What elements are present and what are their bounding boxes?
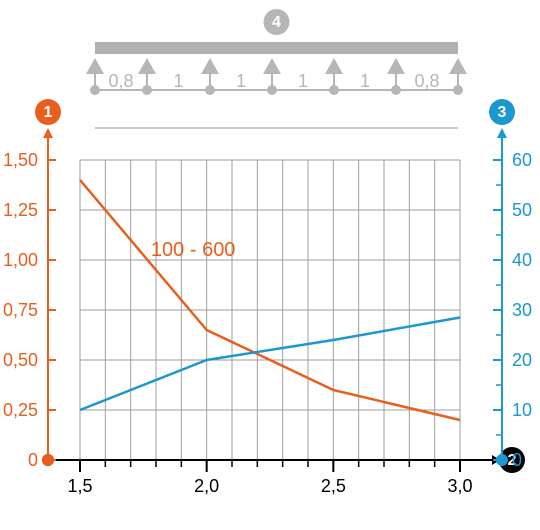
left-tick-label: 1,25: [3, 200, 38, 220]
left-tick-label: 1,00: [3, 250, 38, 270]
right-tick-label: 20: [512, 350, 532, 370]
series-label: 100 - 600: [151, 239, 236, 261]
support-triangle-icon: [263, 58, 281, 74]
x-tick-label: 2,0: [194, 476, 219, 496]
right-tick-label: 40: [512, 250, 532, 270]
span-label: 1: [360, 71, 370, 91]
left-axis-arrow: [43, 128, 53, 138]
support-triangle-icon: [138, 58, 156, 74]
series-line: [80, 180, 460, 420]
support-triangle-icon: [387, 58, 405, 74]
chart-svg: 100 - 600 1,5 2,0 2,5 3,0 20 0,25 0,50 0,75 1,00 1…: [0, 0, 540, 525]
right-tick-label: 60: [512, 150, 532, 170]
span-label: 1: [173, 71, 183, 91]
span-label: 0,8: [108, 71, 133, 91]
support-triangle-icon: [86, 58, 104, 74]
chart-root: 100 - 600 1,5 2,0 2,5 3,0 20 0,25 0,50 0,75 1,00 1…: [0, 0, 540, 525]
support-triangle-icon: [201, 58, 219, 74]
top-beam: [95, 42, 458, 54]
x-tick-label: 1,5: [67, 476, 92, 496]
span-label: 0,8: [414, 71, 439, 91]
x-tick-label: 2,5: [321, 476, 346, 496]
right-tick-label: 50: [512, 200, 532, 220]
left-tick-label: 0,25: [3, 400, 38, 420]
left-tick-label: 0,50: [3, 350, 38, 370]
span-label: 1: [298, 71, 308, 91]
axis-badge-4-label: 4: [272, 14, 281, 31]
support-triangle-icon: [325, 58, 343, 74]
right-axis-arrow: [497, 128, 507, 138]
left-tick-label: 0,75: [3, 300, 38, 320]
axis-badge-1-label: 1: [44, 104, 53, 121]
left-tick-label: 0: [28, 450, 38, 470]
left-tick-label: 1,50: [3, 150, 38, 170]
span-label: 1: [236, 71, 246, 91]
series-line: [80, 318, 460, 411]
right-tick-label: 10: [512, 400, 532, 420]
axis-badge-3-label: 3: [498, 104, 507, 121]
right-tick-label: 30: [512, 300, 532, 320]
x-tick-label: 3,0: [447, 476, 472, 496]
support-triangle-icon: [449, 58, 467, 74]
right-tick-label: 0: [512, 450, 522, 470]
